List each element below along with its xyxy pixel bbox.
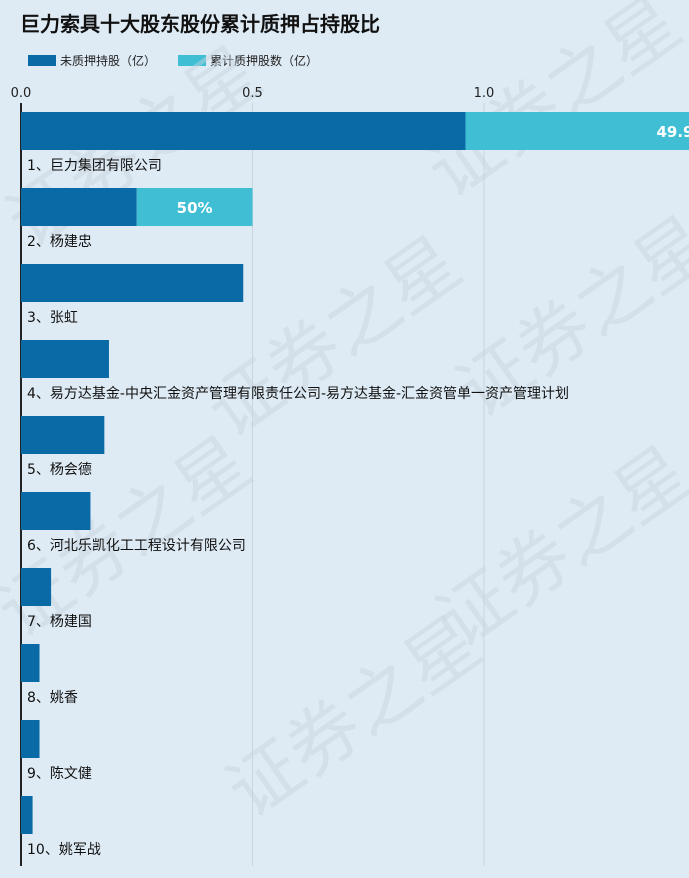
bar-unpledged	[21, 492, 91, 530]
legend-label-unpledged: 未质押持股（亿）	[60, 53, 157, 68]
bar-unpledged	[21, 796, 33, 834]
data-label: 49.97%	[656, 123, 689, 141]
legend: 未质押持股（亿） 累计质押股数（亿）	[28, 52, 340, 68]
category-label: 1、巨力集团有限公司	[27, 157, 162, 174]
bar-unpledged	[21, 264, 244, 302]
bar-unpledged	[21, 644, 40, 682]
watermark-text: 证券之星	[192, 220, 476, 454]
bar-unpledged	[21, 568, 52, 606]
bar-unpledged	[21, 112, 466, 150]
legend-item-pledged[interactable]: 累计质押股数（亿）	[178, 52, 318, 69]
category-label: 4、易方达基金-中央汇金资产管理有限责任公司-易方达基金-汇金资管单一资产管理计…	[27, 385, 569, 402]
category-label: 8、姚香	[27, 690, 78, 706]
bar-unpledged	[21, 720, 40, 758]
watermark-text: 证券之星	[212, 600, 496, 834]
bar-pledged	[465, 112, 689, 150]
category-label: 3、张虹	[27, 310, 78, 326]
legend-item-unpledged[interactable]: 未质押持股（亿）	[28, 52, 156, 69]
legend-swatch-pledged	[178, 54, 207, 66]
x-tick-label: 0.5	[242, 86, 263, 101]
bar-pledged	[136, 188, 253, 226]
legend-label-pledged: 累计质押股数（亿）	[210, 53, 319, 68]
data-label: 50%	[177, 199, 213, 217]
watermark-text: 证券之星	[412, 0, 689, 214]
category-label: 10、姚军战	[27, 842, 101, 858]
category-label: 5、杨会德	[27, 462, 92, 478]
bar-unpledged	[21, 188, 137, 226]
bar-unpledged	[21, 416, 105, 454]
category-label: 7、杨建国	[27, 614, 92, 630]
x-tick-label: 1.0	[474, 86, 495, 101]
legend-swatch-unpledged	[28, 54, 56, 66]
category-label: 2、杨建忠	[27, 234, 92, 250]
category-label: 9、陈文健	[27, 765, 92, 782]
chart-title: 巨力索具十大股东股份累计质押占持股比	[20, 12, 380, 36]
x-tick-label: 0.0	[11, 86, 32, 101]
bar-unpledged	[21, 340, 109, 378]
category-label: 6、河北乐凯化工工程设计有限公司	[27, 538, 246, 554]
